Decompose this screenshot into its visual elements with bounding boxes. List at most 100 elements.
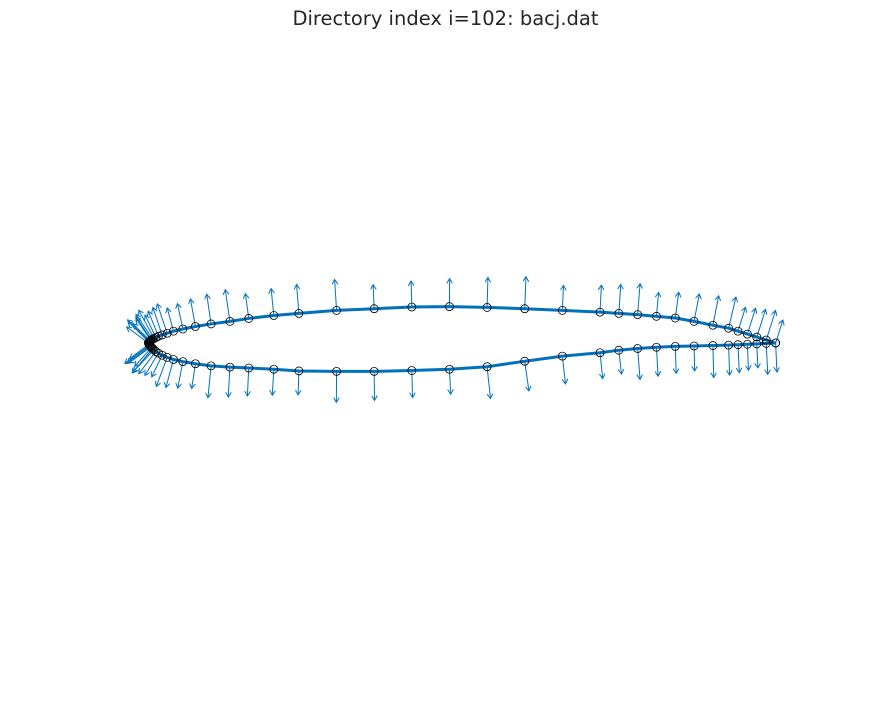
normal-vector [271,289,274,316]
data-point [670,313,680,323]
normal-vector [766,343,768,374]
data-point [743,329,752,339]
normal-vector [208,365,212,398]
normal-vector [139,310,155,339]
data-point [332,305,341,315]
data-point [369,366,379,376]
data-point [178,324,188,334]
normal-vector [729,345,730,375]
data-point [652,311,661,321]
normal-vector [728,297,736,329]
data-point [157,350,167,360]
data-point [153,331,163,341]
data-point [743,339,752,349]
data-point [557,351,567,361]
normal-vector [225,290,231,322]
data-point [225,317,235,326]
normal-vector [776,342,777,372]
data-point [149,345,159,355]
normal-vector [128,322,150,343]
surface-normal-vectors [125,277,783,403]
data-point [520,356,530,366]
data-point [771,338,781,348]
data-point [520,304,530,314]
data-point [146,342,156,352]
airfoil-points [143,302,781,376]
normal-vector [153,307,163,336]
normal-vector [178,361,184,389]
normal-vector [738,344,739,373]
normal-vector [486,366,490,399]
normal-vector [297,284,299,314]
data-point [369,304,379,314]
normal-vector [756,309,766,338]
normal-vector [619,284,621,314]
data-point [169,355,178,364]
normal-vector [638,348,640,380]
data-point [752,332,762,342]
data-point [151,347,161,356]
data-point [733,340,743,350]
normal-vector [247,367,248,396]
normal-vector [713,345,714,378]
data-point [670,341,680,351]
data-point [244,314,254,323]
data-point [652,342,661,352]
airfoil-curve [147,305,777,373]
normal-vector [133,349,155,372]
data-point [157,330,167,340]
data-point [708,341,718,350]
normal-vector [600,285,601,313]
data-point [445,302,454,311]
normal-vector [656,347,658,376]
data-point [557,305,567,315]
data-point [269,364,279,374]
data-point [445,364,454,374]
data-point [206,361,216,371]
data-point [169,326,178,336]
data-point [294,308,304,318]
normal-vector [139,351,157,373]
data-point [595,307,605,317]
data-point [178,357,188,367]
data-point [407,366,417,375]
data-point [482,362,492,372]
data-point [191,322,200,331]
data-point [761,339,771,348]
normal-vector [228,367,230,397]
data-point [724,340,733,350]
normal-vector [207,294,212,325]
data-point [407,302,417,312]
data-point [614,308,624,318]
normal-vector [412,370,413,398]
data-point [595,348,605,358]
normal-vector [156,357,168,386]
normal-vector [746,308,755,335]
normal-vector [561,356,565,384]
normal-vector [712,296,719,326]
data-point [162,328,172,338]
data-point [332,366,341,376]
data-point [689,317,699,326]
normal-vector [148,311,159,337]
data-point [162,352,172,362]
normal-vector [129,346,152,363]
data-point [145,340,155,350]
normal-vector [335,279,337,311]
data-point [733,326,743,336]
data-point [633,310,643,320]
normal-vector [675,346,676,373]
data-point [761,335,771,345]
data-point [269,311,279,320]
data-point [225,362,235,372]
data-point [689,341,699,351]
normal-vector [166,359,174,388]
data-point [724,323,733,333]
data-point [244,363,254,373]
normal-vector [190,299,196,327]
chart-title: Directory index i=102: bacj.dat [292,7,599,30]
data-point [482,303,492,312]
normal-vector [127,327,149,344]
normal-vector [524,361,529,391]
